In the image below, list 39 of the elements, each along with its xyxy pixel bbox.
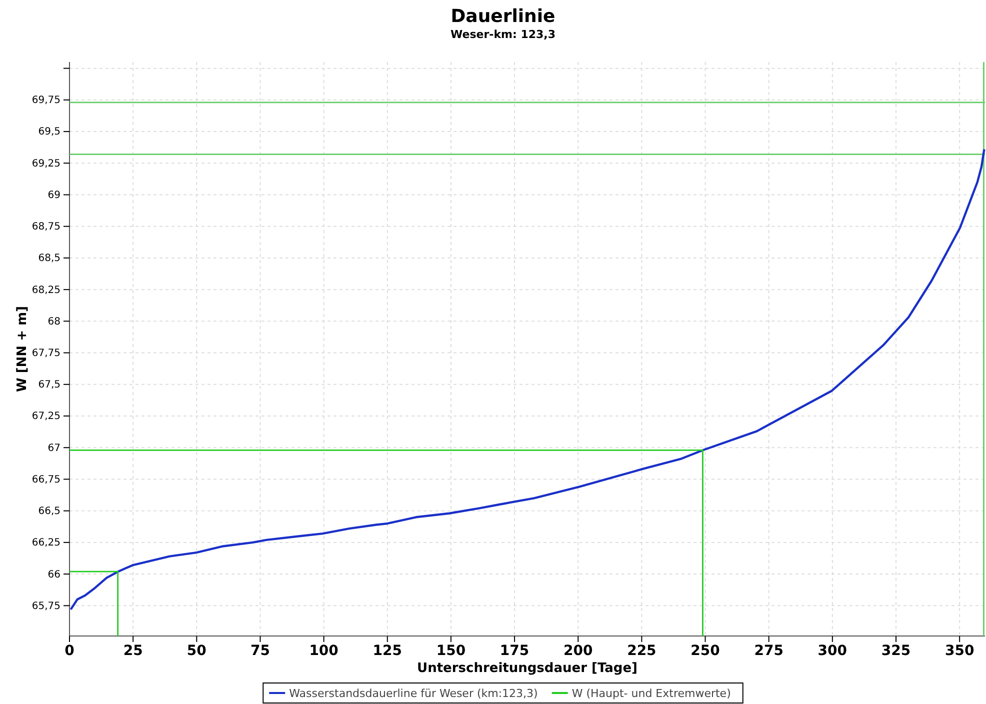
y-tick-label: 68 [48, 316, 60, 328]
y-tick-label: 67,5 [38, 380, 60, 391]
y-tick-label: 67 [48, 442, 60, 454]
chart-subtitle: Weser-km: 123,3 [450, 28, 556, 41]
y-tick-label: 66,25 [32, 538, 60, 549]
y-tick-label: 66,5 [38, 506, 60, 518]
x-tick-label: 100 [309, 642, 339, 659]
y-tick-label: 68,75 [32, 222, 60, 233]
legend-label: W (Haupt- und Extremwerte) [572, 687, 731, 700]
x-tick-label: 175 [500, 642, 530, 659]
y-tick-label: 69,75 [32, 95, 60, 106]
y-tick-label: 69,25 [32, 158, 60, 170]
x-tick-label: 50 [186, 642, 207, 659]
x-tick-label: 25 [123, 642, 143, 659]
x-tick-label: 275 [754, 642, 784, 659]
x-tick-label: 350 [944, 642, 974, 659]
y-tick-label: 67,75 [32, 348, 60, 359]
y-tick-label: 68,5 [38, 253, 60, 264]
y-tick-label: 67,25 [32, 411, 60, 422]
legend-label: Wasserstandsdauerline für Weser (km:123,3) [289, 687, 538, 700]
y-tick-label: 69,5 [38, 126, 60, 138]
chart-title: Dauerlinie [450, 6, 556, 27]
x-tick-label: 0 [64, 642, 75, 659]
y-tick-label: 69 [48, 190, 60, 201]
y-tick-label: 68,25 [32, 284, 60, 296]
line-series [70, 148, 986, 611]
x-tick-label: 325 [881, 642, 911, 659]
y-tick-label: 65,75 [32, 600, 60, 612]
y-tick-label: 66,75 [32, 474, 60, 486]
x-axis-title: Unterschreitungsdauer [Tage] [417, 661, 638, 676]
x-tick-label: 300 [818, 642, 848, 659]
y-axis-title: W [NN + m] [15, 306, 30, 392]
x-tick-label: 225 [627, 642, 656, 659]
x-tick-label: 125 [372, 642, 402, 659]
x-tick-label: 250 [690, 642, 720, 659]
x-tick-label: 75 [250, 642, 270, 659]
x-tick-label: 200 [563, 642, 593, 659]
y-tick-label: 66 [48, 569, 60, 580]
x-tick-label: 150 [436, 642, 466, 659]
